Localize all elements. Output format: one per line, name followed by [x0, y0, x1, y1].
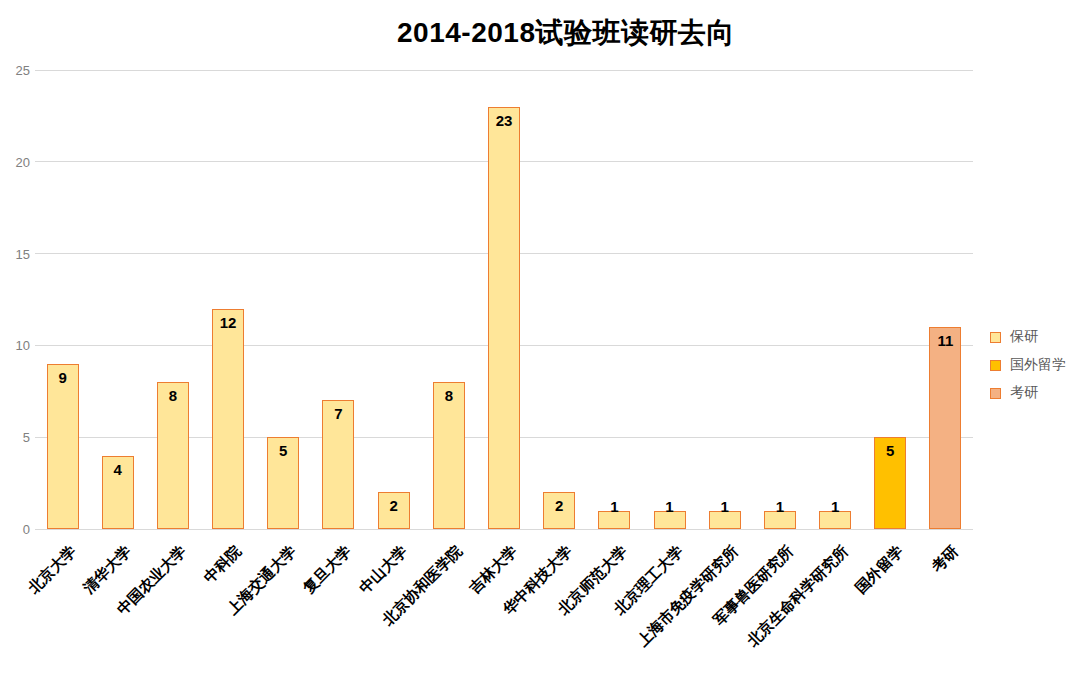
- bar-value-label: 5: [886, 442, 894, 459]
- bar-value-label: 12: [220, 314, 237, 331]
- x-axis-label: 吉林大学: [466, 542, 522, 598]
- y-axis-tick-label: 15: [0, 246, 30, 261]
- y-axis-tick-label: 10: [0, 338, 30, 353]
- bar-value-label: 2: [555, 497, 563, 514]
- bar-chart: 2014-2018试验班读研去向 保研 国外留学 考研 05101520259北…: [0, 0, 1080, 674]
- bar-value-label: 5: [279, 442, 287, 459]
- bar-value-label: 4: [114, 461, 122, 478]
- legend-label: 考研: [1010, 384, 1038, 402]
- y-axis-tick-label: 5: [0, 430, 30, 445]
- legend: 保研 国外留学 考研: [990, 323, 1066, 407]
- x-axis-label: 中山大学: [355, 542, 411, 598]
- bar-value-label: 8: [445, 387, 453, 404]
- y-axis-tick-label: 0: [0, 522, 30, 537]
- bar-value-label: 1: [610, 498, 618, 515]
- legend-item: 考研: [990, 379, 1066, 407]
- bar: [157, 382, 189, 529]
- legend-swatch-baoyan: [990, 332, 1001, 343]
- legend-swatch-kaoyan: [990, 388, 1001, 399]
- bar-value-label: 23: [496, 112, 513, 129]
- x-axis-label: 上海市免疫学研究所: [633, 542, 742, 651]
- legend-swatch-abroad: [990, 360, 1001, 371]
- legend-item: 国外留学: [990, 351, 1066, 379]
- x-axis-label: 北京大学: [24, 542, 80, 598]
- bar-value-label: 1: [776, 498, 784, 515]
- bar-value-label: 9: [58, 369, 66, 386]
- bar-value-label: 1: [721, 498, 729, 515]
- bar-value-label: 7: [334, 405, 342, 422]
- bar-value-label: 11: [937, 332, 953, 349]
- chart-title: 2014-2018试验班读研去向: [52, 14, 1080, 52]
- y-axis-tick-label: 20: [0, 154, 30, 169]
- bar-value-label: 8: [169, 387, 177, 404]
- bar: [488, 107, 520, 529]
- gridline: [35, 70, 973, 71]
- x-axis-label: 考研: [928, 542, 963, 577]
- x-axis-label: 清华大学: [79, 542, 135, 598]
- bar: [212, 309, 244, 529]
- x-axis-label: 北京生命科学研究所: [744, 542, 853, 651]
- bar-value-label: 1: [831, 498, 839, 515]
- bar: [47, 364, 79, 529]
- x-axis-label: 中科院: [200, 542, 245, 587]
- bar-value-label: 2: [389, 497, 397, 514]
- bar-value-label: 1: [665, 498, 673, 515]
- legend-item: 保研: [990, 323, 1066, 351]
- x-axis-label: 复旦大学: [300, 542, 356, 598]
- bar: [929, 327, 961, 529]
- legend-label: 国外留学: [1010, 356, 1066, 374]
- bar: [433, 382, 465, 529]
- legend-label: 保研: [1010, 328, 1038, 346]
- x-axis-label: 国外留学: [852, 542, 908, 598]
- y-axis-tick-label: 25: [0, 63, 30, 78]
